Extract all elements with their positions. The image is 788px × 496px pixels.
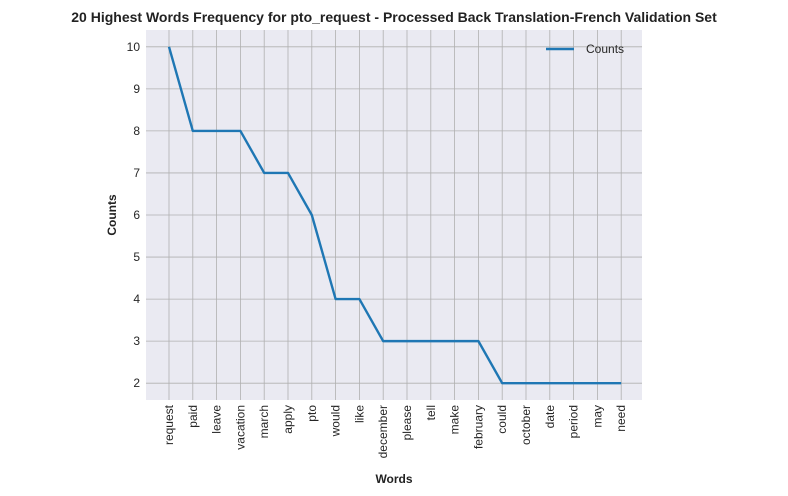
series-line-counts: [167, 46, 622, 385]
x-tick-label-october: october: [519, 405, 533, 445]
x-tick-label-please: please: [400, 405, 414, 441]
x-tick-label-like: like: [352, 405, 366, 423]
x-tick-label-apply: apply: [281, 405, 295, 434]
x-tick-label-december: december: [376, 405, 390, 458]
x-tick-label-could: could: [495, 405, 509, 434]
y-tick-label: 3: [133, 334, 140, 348]
x-tick-label-leave: leave: [210, 405, 224, 434]
x-axis-ticks: request paid leave vacation march apply pto wou…: [162, 404, 628, 458]
x-tick-label-period: period: [567, 405, 581, 438]
y-axis-ticks: 2 3 4 5 6 7 8 9 10: [127, 40, 141, 390]
y-tick-label: 2: [133, 376, 140, 390]
x-tick-label-would: would: [329, 405, 343, 437]
legend: Counts: [546, 42, 624, 56]
x-tick-label-need: need: [614, 405, 628, 432]
y-tick-label: 6: [133, 208, 140, 222]
x-tick-label-date: date: [543, 405, 557, 429]
y-tick-label: 9: [133, 82, 140, 96]
x-tick-label-february: february: [471, 405, 485, 449]
y-tick-label: 7: [133, 166, 140, 180]
x-tick-label-vacation: vacation: [233, 405, 247, 450]
x-tick-label-pto: pto: [305, 405, 319, 422]
series-layer: [167, 46, 622, 385]
y-tick-label: 4: [133, 292, 140, 306]
legend-label-counts: Counts: [586, 42, 624, 56]
y-tick-label: 10: [127, 40, 141, 54]
x-tick-label-paid: paid: [186, 405, 200, 428]
x-tick-label-request: request: [162, 404, 176, 445]
chart-title: 20 Highest Words Frequency for pto_reque…: [71, 9, 717, 25]
x-axis-label: Words: [375, 472, 412, 486]
y-tick-label: 5: [133, 250, 140, 264]
x-tick-label-may: may: [590, 405, 604, 428]
x-tick-label-tell: tell: [424, 405, 438, 420]
x-tick-label-make: make: [448, 405, 462, 435]
grid-lines: [146, 30, 642, 400]
x-tick-label-march: march: [257, 405, 271, 438]
y-axis-label: Counts: [105, 194, 119, 236]
y-tick-label: 8: [133, 124, 140, 138]
